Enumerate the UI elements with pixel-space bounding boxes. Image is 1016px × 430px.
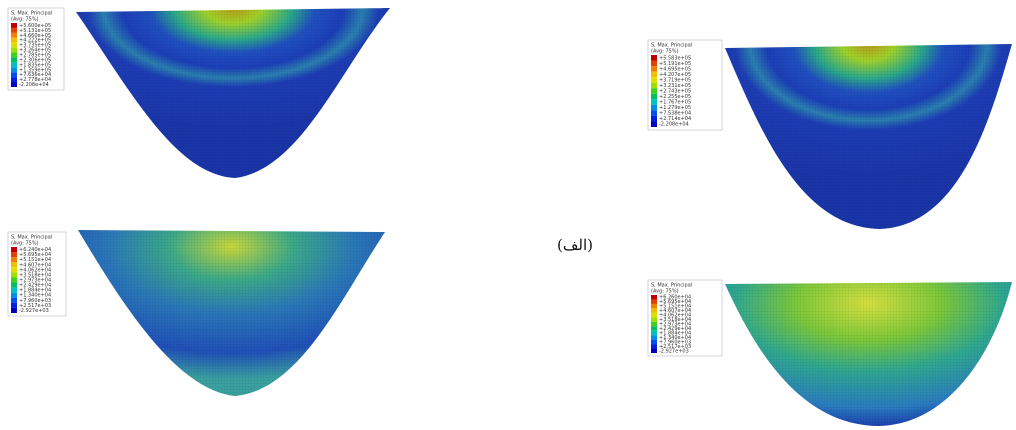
legend-swatch <box>11 288 17 293</box>
legend-swatch <box>651 99 657 105</box>
legend-value: -2.208e+04 <box>19 82 49 88</box>
legend: S, Max. Principal(Avg: 75%)+5.583e+05+5.… <box>648 40 722 130</box>
figure: (الف) S, Max. Principal(Avg: 75%)+5.600e… <box>0 0 1016 430</box>
legend-subtitle: (Avg: 75%) <box>11 241 39 247</box>
legend-swatch <box>651 331 657 335</box>
legend: S, Max. Principal(Avg: 75%)+6.260e+04+5.… <box>648 280 722 356</box>
legend-swatch <box>651 326 657 330</box>
legend-swatch <box>11 77 17 82</box>
legend-value: -2.208e+04 <box>659 122 689 128</box>
legend-swatch <box>11 23 17 28</box>
legend-swatch <box>11 303 17 308</box>
legend-swatch <box>11 28 17 33</box>
legend-swatch <box>11 62 17 67</box>
legend-swatch <box>11 298 17 303</box>
legend-value: -2.927e+03 <box>19 308 49 314</box>
legend-swatch <box>11 72 17 77</box>
legend-swatch <box>651 317 657 321</box>
legend-subtitle: (Avg: 75%) <box>651 49 679 55</box>
legend-swatch <box>651 121 657 127</box>
legend-swatch <box>11 257 17 262</box>
legend-swatch <box>651 344 657 348</box>
legend-swatch <box>651 61 657 67</box>
caption: (الف) <box>557 236 593 254</box>
legend-swatch <box>651 349 657 353</box>
legend-swatch <box>651 116 657 122</box>
legend-swatch <box>11 48 17 53</box>
legend-swatch <box>651 308 657 312</box>
legend-swatch <box>651 66 657 72</box>
legend-swatch <box>651 88 657 94</box>
legend-swatch <box>651 304 657 308</box>
legend-swatch <box>11 82 17 87</box>
legend-swatch <box>651 110 657 116</box>
legend-value: -2.927e+03 <box>659 348 689 354</box>
legend-swatch <box>11 38 17 43</box>
legend-swatch <box>651 77 657 83</box>
legend-swatch <box>651 322 657 326</box>
legend-swatch <box>11 252 17 257</box>
legend-swatch <box>651 105 657 111</box>
legend-swatch <box>651 335 657 339</box>
legend-swatch <box>651 295 657 299</box>
legend-swatch <box>651 72 657 78</box>
legend-swatch <box>11 57 17 62</box>
legend-swatch <box>651 55 657 61</box>
legend-swatch <box>651 340 657 344</box>
legend-swatch <box>11 43 17 48</box>
legend-swatch <box>11 272 17 277</box>
legend-swatch <box>11 67 17 72</box>
legend-swatch <box>651 83 657 89</box>
legend-subtitle: (Avg: 75%) <box>11 17 39 23</box>
legend-swatch <box>651 299 657 303</box>
legend-swatch <box>651 94 657 100</box>
legend-swatch <box>11 293 17 298</box>
legend-swatch <box>651 313 657 317</box>
legend-swatch <box>11 283 17 288</box>
legend-subtitle: (Avg: 75%) <box>651 289 679 295</box>
legend: S, Max. Principal(Avg: 75%)+5.600e+05+5.… <box>8 8 64 90</box>
legend-swatch <box>11 267 17 272</box>
shapes <box>76 8 1012 426</box>
legend-swatch <box>11 33 17 38</box>
legend-swatch <box>11 262 17 267</box>
legend-swatch <box>11 308 17 313</box>
legend-swatch <box>11 53 17 58</box>
legend: S, Max. Principal(Avg: 75%)+6.240e+04+5.… <box>8 232 66 316</box>
legend-swatch <box>11 277 17 282</box>
legend-swatch <box>11 247 17 252</box>
